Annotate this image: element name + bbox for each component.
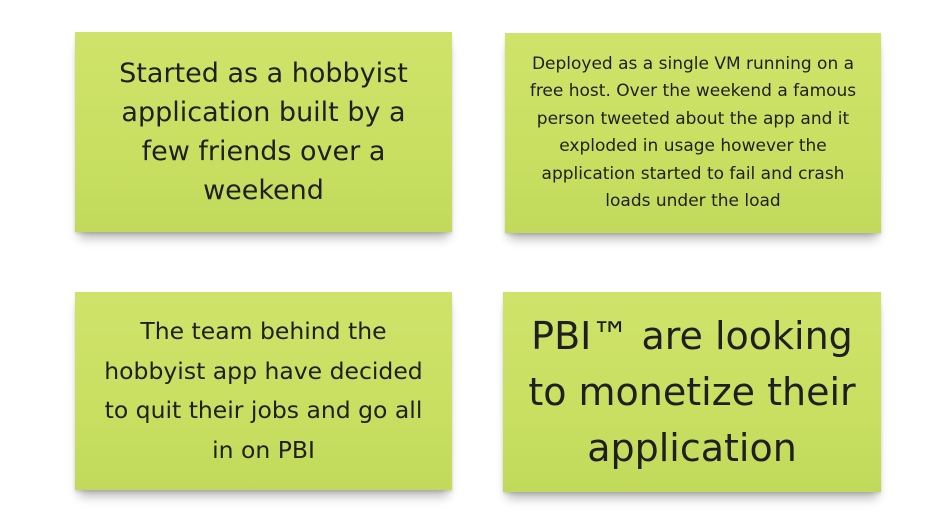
sticky-note-team: The team behind the hobbyist app have de…	[75, 292, 452, 490]
sticky-note-monetize: PBI™ are looking to monetize their appli…	[503, 292, 881, 492]
sticky-note-origin: Started as a hobbyist application built …	[75, 32, 452, 232]
sticky-note-text: PBI™ are looking to monetize their appli…	[521, 308, 863, 476]
sticky-note-text: Deployed as a single VM running on a fre…	[521, 51, 865, 216]
sticky-note-deployment: Deployed as a single VM running on a fre…	[505, 33, 881, 233]
sticky-note-text: Started as a hobbyist application built …	[97, 54, 430, 210]
sticky-note-text: The team behind the hobbyist app have de…	[91, 312, 436, 470]
